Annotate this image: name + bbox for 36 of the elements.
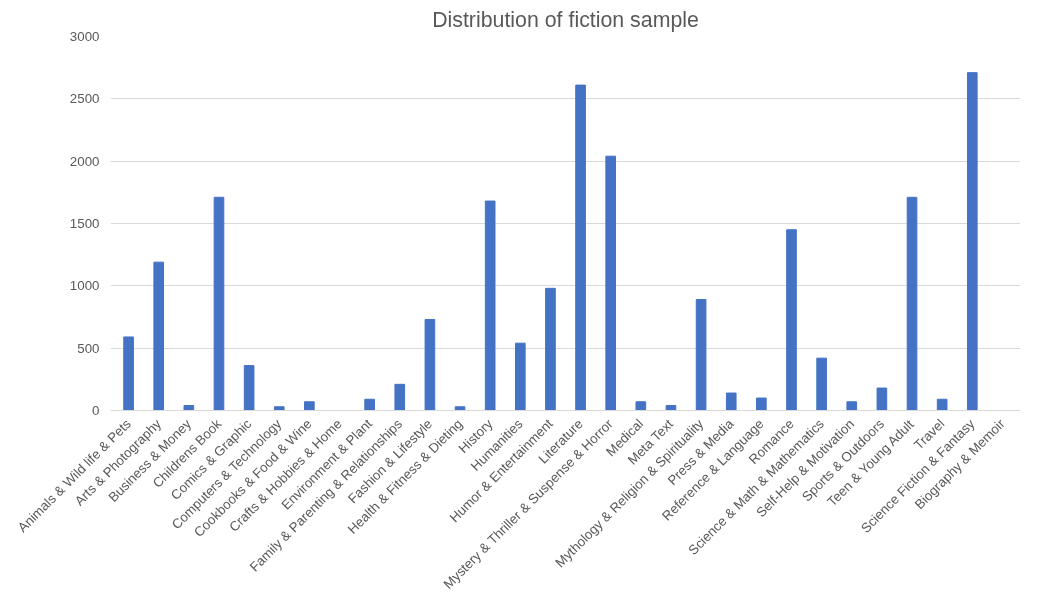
bar bbox=[605, 155, 617, 411]
bar bbox=[243, 365, 255, 411]
bar bbox=[695, 299, 707, 411]
bar bbox=[123, 336, 134, 411]
bar bbox=[816, 357, 827, 411]
y-tick-label: 0 bbox=[92, 403, 100, 418]
y-tick-label: 2000 bbox=[69, 153, 100, 169]
bar bbox=[454, 406, 466, 411]
bar bbox=[213, 196, 225, 411]
y-tick-label: 3000 bbox=[69, 29, 100, 44]
bar bbox=[364, 398, 375, 411]
bar bbox=[153, 261, 165, 411]
bar bbox=[514, 342, 526, 411]
y-tick-label: 2500 bbox=[69, 91, 100, 107]
bar bbox=[575, 84, 586, 411]
bar bbox=[304, 401, 315, 411]
bar bbox=[756, 397, 767, 411]
bar bbox=[545, 287, 556, 411]
bar bbox=[906, 196, 918, 411]
y-tick-label: 1000 bbox=[69, 278, 100, 294]
bar bbox=[394, 383, 406, 411]
bar bbox=[786, 229, 797, 411]
bar bbox=[725, 392, 737, 411]
bar bbox=[183, 405, 195, 411]
bar bbox=[936, 398, 948, 411]
y-tick-label: 1500 bbox=[69, 216, 100, 231]
bar bbox=[484, 200, 496, 411]
chart-title: Distribution of fiction sample bbox=[432, 7, 699, 32]
bar bbox=[424, 318, 436, 411]
bar bbox=[273, 406, 285, 411]
y-tick-label: 500 bbox=[77, 340, 100, 356]
bar bbox=[876, 387, 888, 411]
bar bbox=[846, 401, 858, 411]
bar bbox=[635, 401, 647, 411]
bar bbox=[966, 72, 978, 411]
bar bbox=[665, 405, 677, 411]
